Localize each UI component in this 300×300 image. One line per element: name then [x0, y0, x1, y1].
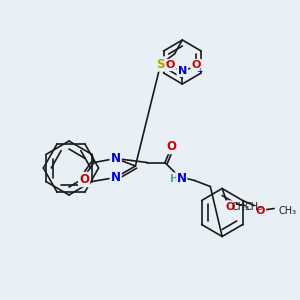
Text: S: S [156, 58, 165, 70]
Text: N: N [177, 172, 187, 185]
Text: O: O [191, 60, 201, 70]
Text: CH₃: CH₃ [232, 202, 250, 212]
Text: H: H [170, 173, 179, 184]
Text: O: O [256, 206, 265, 215]
Text: N: N [111, 152, 121, 165]
Text: O: O [166, 140, 176, 153]
Text: CH₃: CH₃ [278, 206, 296, 215]
Text: O: O [79, 173, 89, 186]
Text: N: N [178, 66, 187, 76]
Text: −: − [161, 58, 168, 67]
Text: CH₃: CH₃ [245, 202, 263, 212]
Text: N: N [111, 171, 121, 184]
Text: O: O [166, 60, 175, 70]
Text: +: + [196, 67, 203, 76]
Text: O: O [225, 202, 235, 212]
